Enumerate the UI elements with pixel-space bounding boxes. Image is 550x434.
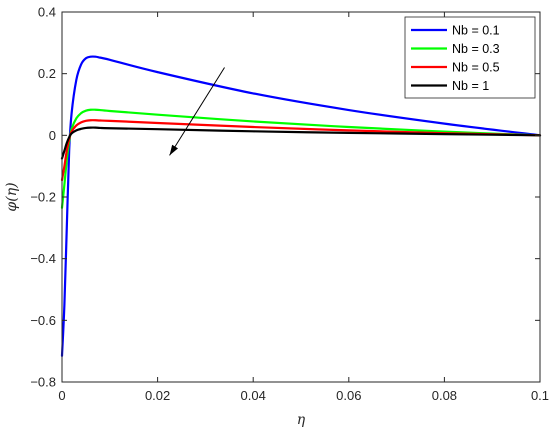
- y-tick-label: −0.2: [30, 190, 56, 205]
- series-layer: [60, 55, 542, 357]
- annotation-arrow-head: [169, 144, 179, 156]
- annotation-arrow-shaft: [169, 67, 225, 156]
- series-line-1: [60, 55, 542, 357]
- legend-label-2: Nb = 0.3: [452, 42, 500, 56]
- x-axis-ticks: 0 0.02 0.04 0.06 0.08 0.1: [58, 12, 549, 403]
- legend-label-3: Nb = 0.5: [452, 61, 500, 75]
- legend: Nb = 0.1 Nb = 0.3 Nb = 0.5 Nb = 1: [404, 16, 536, 99]
- legend-entries: Nb = 0.1 Nb = 0.3 Nb = 0.5 Nb = 1: [411, 24, 500, 93]
- legend-label-1: Nb = 0.1: [452, 24, 500, 38]
- x-tick-label: 0.1: [531, 388, 549, 403]
- y-axis-label: φ(η): [4, 182, 20, 211]
- y-tick-label: 0: [49, 128, 56, 143]
- x-tick-label: 0.08: [432, 388, 457, 403]
- x-axis-label: η: [297, 412, 306, 428]
- x-tick-label: 0: [58, 388, 65, 403]
- y-axis-ticks: −0.8 −0.6 −0.4 −0.2 0 0.2 0.4: [30, 5, 540, 390]
- x-tick-label: 0.04: [241, 388, 266, 403]
- y-tick-label: −0.6: [30, 313, 56, 328]
- series-line-4: [60, 126, 542, 160]
- x-tick-label: 0.06: [336, 388, 361, 403]
- annotation-layer: [169, 67, 225, 156]
- y-tick-label: −0.4: [30, 251, 56, 266]
- y-tick-label: −0.8: [30, 375, 56, 390]
- y-tick-label: 0.4: [38, 5, 56, 20]
- legend-label-4: Nb = 1: [452, 79, 489, 93]
- x-tick-label: 0.02: [145, 388, 170, 403]
- y-tick-label: 0.2: [38, 66, 56, 81]
